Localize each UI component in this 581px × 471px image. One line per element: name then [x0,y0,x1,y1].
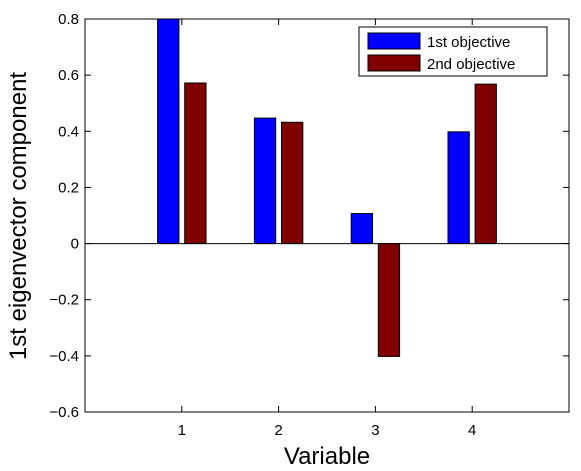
x-tick-label: 4 [468,422,476,439]
bar-series-1-var-3 [350,213,373,245]
legend-swatch-series-1 [367,32,421,50]
y-tick-label: 0.4 [58,123,79,140]
y-axis-label: 1st eigenvector component [5,72,32,361]
bar-series-1-var-2 [253,117,277,245]
x-tick-label: 3 [371,422,379,439]
y-tick-label: 0.2 [58,179,79,196]
plot-frame [84,18,570,413]
bar-series-2-var-3 [377,243,401,357]
legend: 1st objective 2nd objective [358,26,548,77]
bar-series-1-var-4 [447,131,470,245]
y-tick-label: 0.6 [58,67,79,84]
bars-group [157,18,497,357]
y-tick-label: −0.4 [49,348,79,365]
legend-label-series-1: 1st objective [427,34,510,51]
bar-series-2-var-4 [474,83,497,245]
y-tick-label: 0 [71,236,79,253]
legend-label-series-2: 2nd objective [427,56,515,73]
bar-series-2-var-2 [281,121,304,245]
y-tick-label: 0.8 [58,11,79,28]
y-tick-label: −0.2 [49,292,79,309]
x-tick-label: 2 [274,422,282,439]
x-axis-ticks: 1 2 3 4 [178,19,476,439]
y-tick-label: −0.6 [49,404,79,421]
bar-series-1-var-1 [157,18,180,245]
legend-swatch-series-2 [367,54,421,72]
x-axis-label: Variable [284,443,370,470]
x-tick-label: 1 [178,422,186,439]
y-axis-ticks: −0.6 −0.4 −0.2 0 0.2 0.4 0.6 0.8 [49,11,569,421]
bar-series-2-var-1 [184,82,207,245]
